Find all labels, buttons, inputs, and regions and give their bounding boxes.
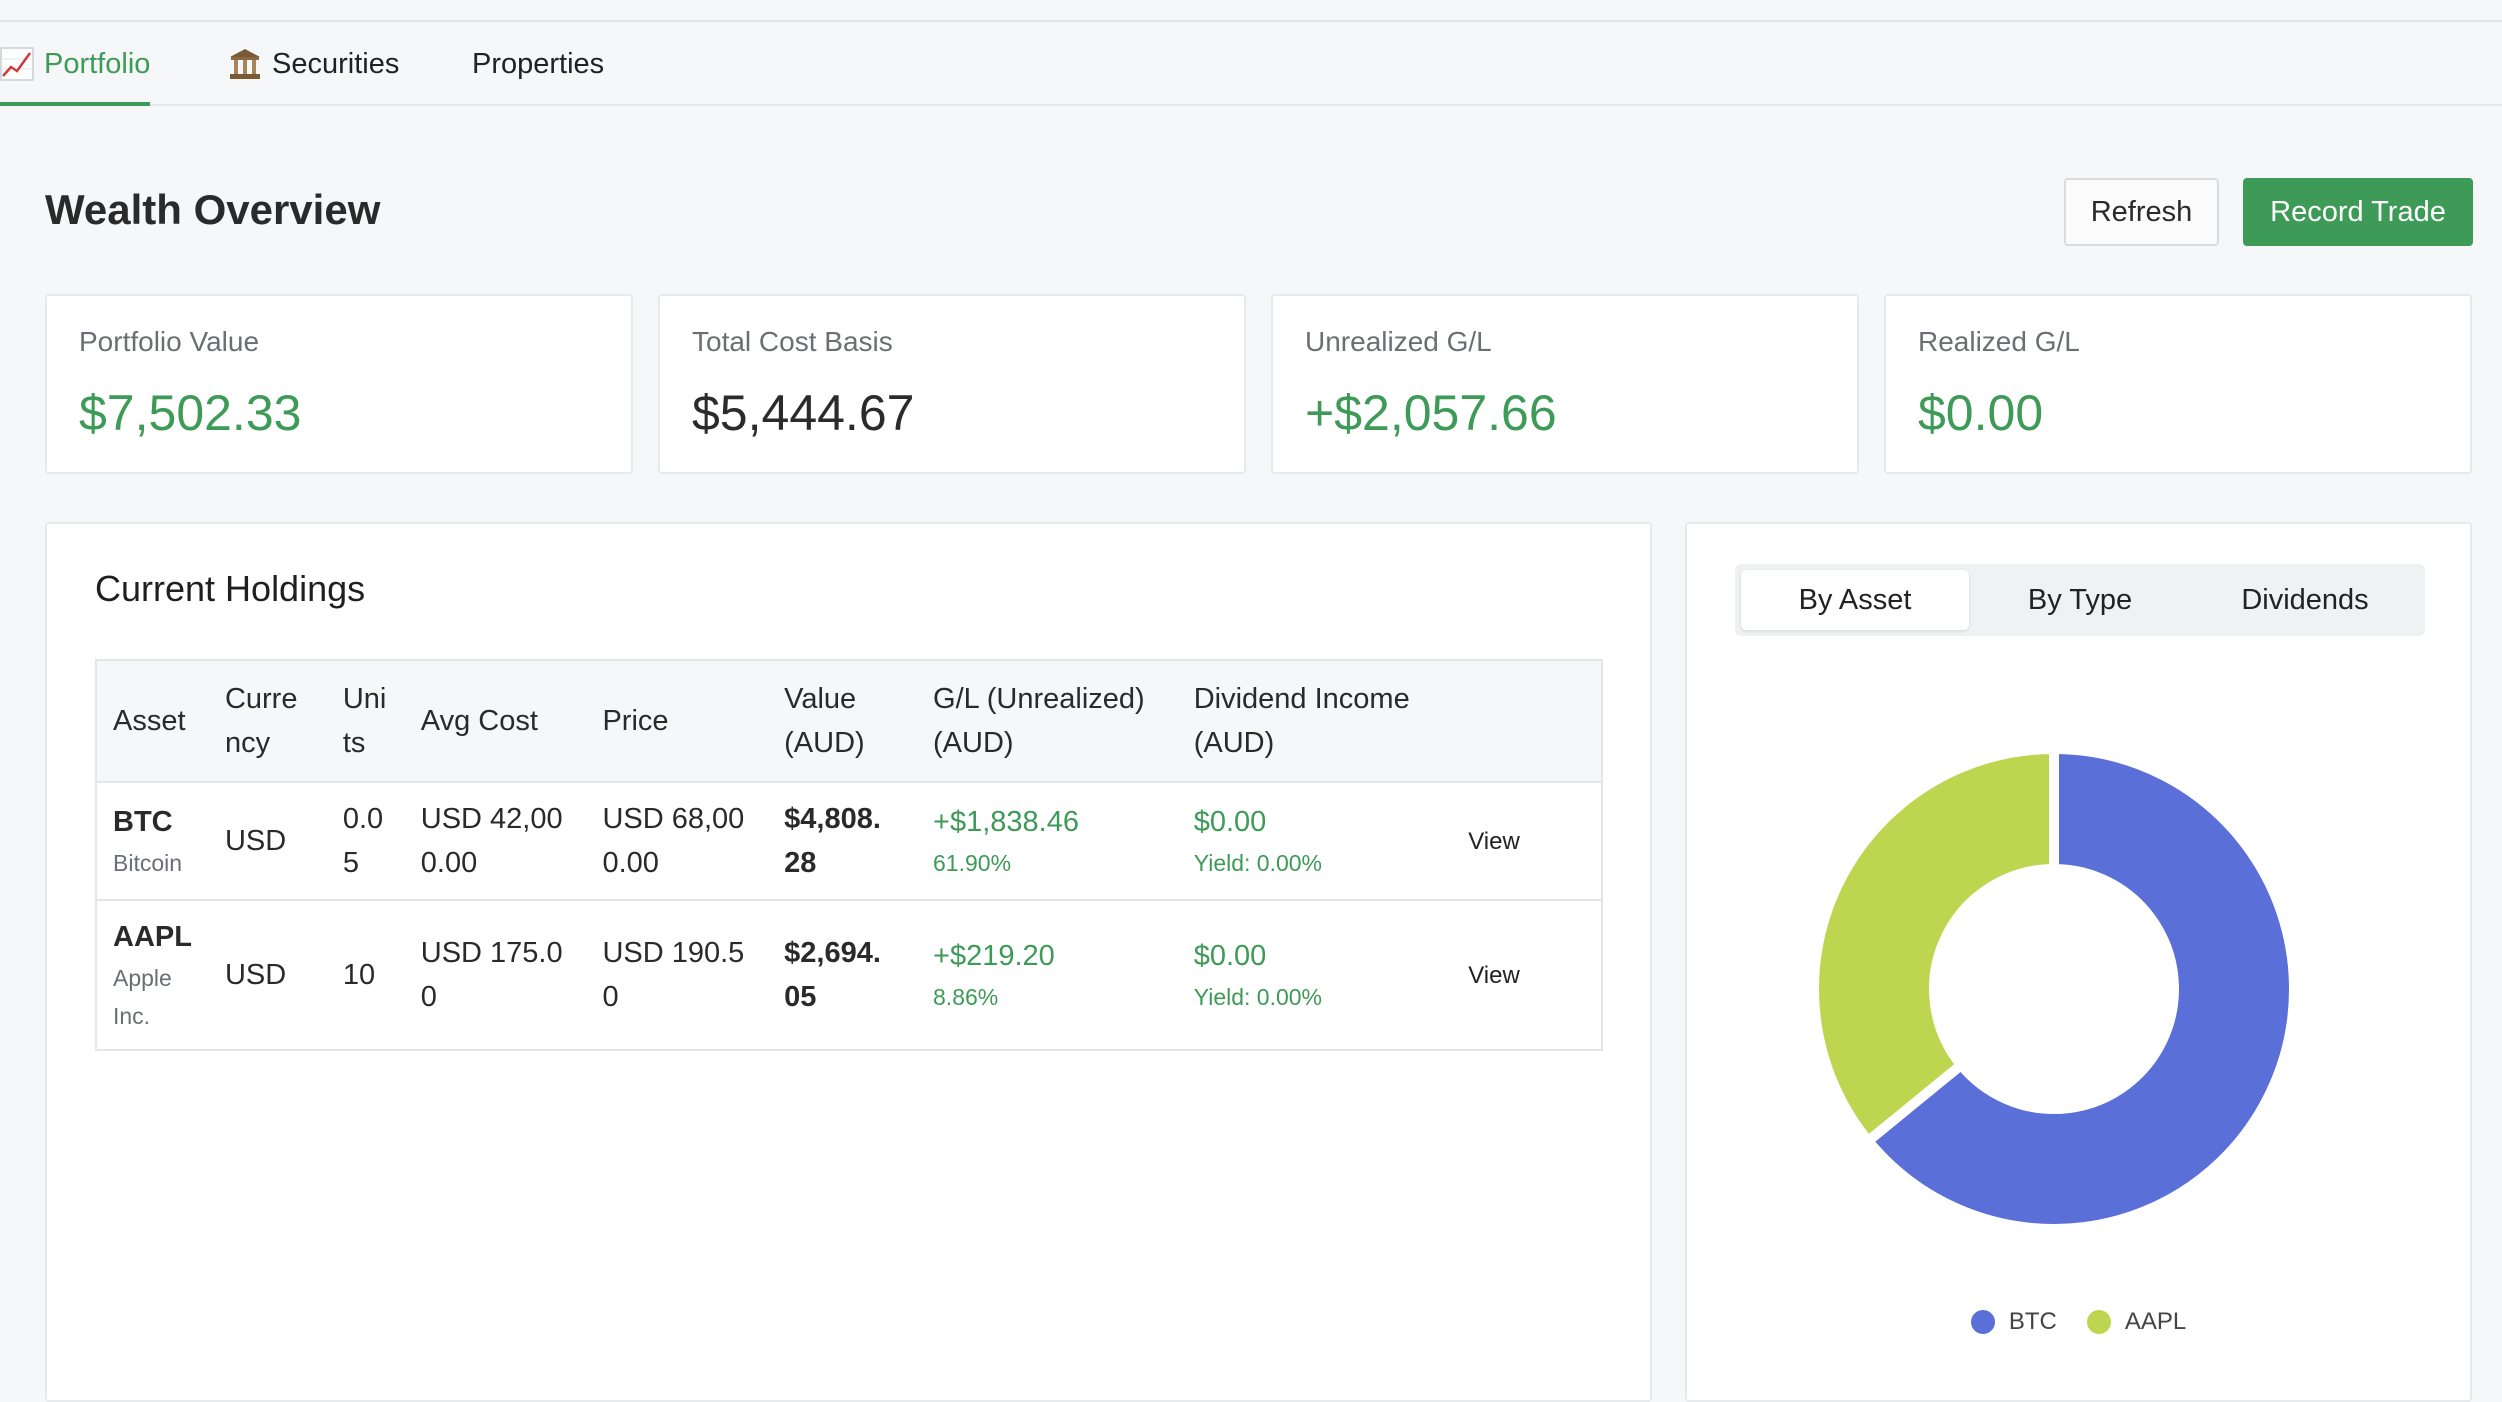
- main-nav: Portfolio Securities Properties: [0, 22, 2502, 106]
- window-top-strip: [0, 0, 2502, 22]
- tab-dividends[interactable]: Dividends: [2241, 583, 2369, 616]
- table-header-row: Asset Curre ncy Uni ts Avg Cost Price Valu…: [96, 660, 1602, 783]
- asset-name: Apple Inc.: [113, 965, 172, 1029]
- legend-label: AAPL: [2124, 1308, 2187, 1335]
- units-cell: 0.0 5: [326, 782, 405, 901]
- table-row: AAPL Apple Inc. USD 10 USD 175.0 0 USD 190…: [96, 900, 1602, 1051]
- column-header-actions: [1452, 660, 1602, 783]
- table-row: BTC Bitcoin USD 0.0 5 USD 42,00 0.00 USD 6…: [96, 782, 1602, 901]
- metric-label: Realized G/L: [1918, 326, 2080, 357]
- chart-increasing-icon: [0, 47, 34, 81]
- column-header-avg-cost: Avg Cost: [404, 660, 587, 783]
- asset-symbol: AAPL: [113, 921, 192, 953]
- metric-label: Portfolio Value: [79, 326, 260, 357]
- price-cell: USD 68,00 0.00: [586, 782, 769, 901]
- holdings-table: Asset Curre ncy Uni ts Avg Cost Price Valu…: [95, 659, 1603, 1051]
- gl-amount: +$219.20: [933, 940, 1055, 972]
- column-header-value: Value (AUD): [768, 660, 918, 783]
- legend-swatch: [2086, 1310, 2111, 1334]
- dividend-yield: Yield: 0.00%: [1193, 850, 1323, 876]
- asset-cell: AAPL Apple Inc.: [96, 900, 209, 1051]
- price-cell: USD 190.5 0: [586, 900, 769, 1051]
- dividend-yield: Yield: 0.00%: [1193, 984, 1323, 1010]
- gl-percent: 8.86%: [933, 984, 999, 1010]
- dividend-amount: $0.00: [1193, 806, 1267, 838]
- dividend-cell: $0.00 Yield: 0.00%: [1177, 900, 1453, 1051]
- tab-properties[interactable]: Properties: [472, 22, 604, 106]
- asset-name: Bitcoin: [113, 850, 183, 876]
- column-header-price: Price: [586, 660, 769, 783]
- column-header-currency: Curre ncy: [208, 660, 327, 783]
- allocation-chart-card: By Asset By Type Dividends BTC AAPL: [1685, 522, 2472, 1402]
- asset-symbol: BTC: [113, 806, 173, 838]
- legend-item-btc[interactable]: BTC: [1970, 1308, 2057, 1336]
- page-title: Wealth Overview: [45, 186, 381, 233]
- tab-by-type[interactable]: By Type: [2027, 583, 2133, 616]
- allocation-donut-chart: [1809, 744, 2299, 1234]
- currency-cell: USD: [208, 782, 327, 901]
- dividend-cell: $0.00 Yield: 0.00%: [1177, 782, 1453, 901]
- legend-label: BTC: [2008, 1308, 2057, 1335]
- holdings-card: Current Holdings Asset Curre ncy Uni ts Av…: [45, 522, 1652, 1402]
- chart-legend: BTC AAPL: [1687, 1308, 2470, 1336]
- record-trade-button[interactable]: Record Trade: [2243, 178, 2473, 246]
- dividend-amount: $0.00: [1193, 940, 1267, 972]
- chart-view-tabs: By Asset By Type Dividends: [1735, 564, 2425, 636]
- gl-cell: +$1,838.46 61.90%: [917, 782, 1178, 901]
- tab-securities-label: Securities: [272, 47, 400, 80]
- metric-value: $5,444.67: [692, 385, 915, 441]
- action-cell: View: [1452, 900, 1602, 1051]
- gl-cell: +$219.20 8.86%: [917, 900, 1178, 1051]
- metric-card-portfolio-value: Portfolio Value $7,502.33: [45, 294, 633, 474]
- gl-amount: +$1,838.46: [933, 806, 1079, 838]
- metric-card-unrealized-gl: Unrealized G/L +$2,057.66: [1271, 294, 1859, 474]
- avg-cost-cell: USD 175.0 0: [404, 900, 587, 1051]
- donut-slice-btc[interactable]: [1863, 744, 2299, 1234]
- donut-slice-aapl[interactable]: [1809, 744, 2059, 1146]
- column-header-dividend: Dividend Income (AUD): [1177, 660, 1453, 783]
- value-cell: $2,694. 05: [768, 900, 918, 1051]
- metric-card-total-cost-basis: Total Cost Basis $5,444.67: [658, 294, 1246, 474]
- action-cell: View: [1452, 782, 1602, 901]
- tab-properties-label: Properties: [472, 47, 605, 80]
- bank-building-icon: [228, 47, 262, 81]
- gl-percent: 61.90%: [933, 850, 1012, 876]
- holdings-title: Current Holdings: [95, 568, 366, 609]
- tab-by-asset[interactable]: By Asset: [1741, 570, 1969, 630]
- metric-value: $0.00: [1918, 385, 2044, 441]
- metric-value: $7,502.33: [79, 385, 302, 441]
- view-button[interactable]: View: [1468, 828, 1520, 855]
- column-header-asset: Asset: [96, 660, 209, 783]
- legend-item-aapl[interactable]: AAPL: [2086, 1308, 2187, 1336]
- column-header-units: Uni ts: [326, 660, 405, 783]
- metric-label: Total Cost Basis: [692, 326, 893, 357]
- refresh-button[interactable]: Refresh: [2064, 178, 2219, 246]
- tab-securities[interactable]: Securities: [228, 22, 399, 106]
- metric-label: Unrealized G/L: [1305, 326, 1492, 357]
- tab-portfolio[interactable]: Portfolio: [0, 22, 151, 106]
- value-cell: $4,808. 28: [768, 782, 918, 901]
- avg-cost-cell: USD 42,00 0.00: [404, 782, 587, 901]
- view-button[interactable]: View: [1468, 962, 1520, 989]
- metric-card-realized-gl: Realized G/L $0.00: [1884, 294, 2472, 474]
- tab-portfolio-label: Portfolio: [44, 47, 151, 80]
- legend-swatch: [1970, 1310, 1995, 1334]
- column-header-gl: G/L (Unrealized) (AUD): [917, 660, 1178, 783]
- units-cell: 10: [326, 900, 405, 1051]
- asset-cell: BTC Bitcoin: [96, 782, 209, 901]
- currency-cell: USD: [208, 900, 327, 1051]
- metric-value: +$2,057.66: [1305, 385, 1557, 441]
